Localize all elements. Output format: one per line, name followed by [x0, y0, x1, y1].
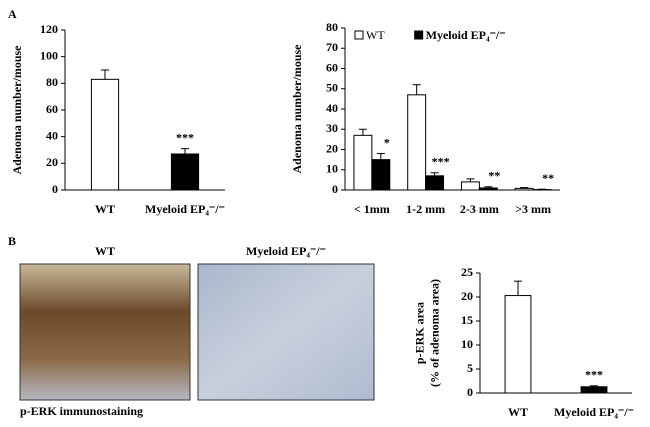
legend-swatch	[354, 30, 364, 40]
y-tick-label: 50	[326, 81, 338, 95]
panel-label: A	[8, 7, 17, 21]
y-tick-label: 0	[52, 182, 58, 196]
x-tick-label: 1-2 mm	[406, 202, 445, 216]
bar	[514, 187, 534, 191]
bar	[580, 386, 608, 394]
y-tick-label: 0	[332, 182, 338, 196]
image-label: WT	[95, 244, 115, 258]
bar	[425, 175, 445, 191]
image-caption: p-ERK immunostaining	[20, 404, 143, 418]
bar	[407, 94, 427, 191]
panel-label: B	[8, 234, 16, 248]
y-tick-label: 40	[46, 128, 58, 142]
y-axis-label: p-ERK area	[412, 302, 426, 364]
y-tick-label: 60	[326, 60, 338, 74]
x-tick-label: 2-3 mm	[460, 202, 499, 216]
y-tick-label: 20	[461, 289, 473, 303]
micrograph	[197, 263, 375, 401]
annotation: *	[384, 135, 390, 149]
bar	[478, 187, 498, 191]
legend-swatch	[414, 30, 424, 40]
annotation: ***	[176, 130, 194, 144]
x-tick-label: WT	[95, 202, 115, 216]
x-tick-label: Myeloid EP₄⁻/⁻	[145, 202, 225, 216]
image-label: Myeloid EP₄⁻/⁻	[246, 244, 326, 258]
bar	[90, 78, 120, 191]
y-tick-label: 15	[461, 313, 473, 327]
annotation: ***	[432, 155, 450, 169]
y-tick-label: 20	[46, 155, 58, 169]
bar	[353, 134, 373, 191]
y-tick-label: 20	[326, 141, 338, 155]
y-tick-label: 60	[46, 102, 58, 116]
x-tick-label: >3 mm	[515, 202, 551, 216]
annotation: **	[542, 171, 554, 185]
y-tick-label: 10	[461, 337, 473, 351]
x-tick-label: Myeloid EP₄⁻/⁻	[554, 405, 634, 419]
x-tick-label: WT	[508, 405, 528, 419]
y-tick-label: 80	[326, 20, 338, 34]
y-axis-label: Adenoma number/mouse	[290, 44, 304, 174]
y-tick-label: 120	[40, 22, 58, 36]
y-tick-label: 40	[326, 101, 338, 115]
annotation: ***	[585, 368, 603, 382]
legend-label: WT	[366, 28, 385, 42]
legend-label: Myeloid EP₄⁻/⁻	[426, 28, 506, 42]
y-axis-label: (% of adenoma area)	[427, 279, 441, 387]
y-tick-label: 0	[467, 385, 473, 399]
y-axis-label: Adenoma number/mouse	[10, 45, 24, 175]
bar	[504, 295, 532, 394]
y-tick-label: 80	[46, 75, 58, 89]
y-tick-label: 10	[326, 162, 338, 176]
annotation: **	[488, 169, 500, 183]
bar	[170, 153, 200, 191]
y-tick-label: 5	[467, 361, 473, 375]
y-tick-label: 100	[40, 48, 58, 62]
bar	[460, 181, 480, 191]
y-tick-label: 25	[461, 265, 473, 279]
bar	[371, 159, 391, 191]
micrograph	[19, 263, 191, 401]
y-tick-label: 30	[326, 121, 338, 135]
y-tick-label: 70	[326, 40, 338, 54]
x-tick-label: < 1mm	[354, 202, 390, 216]
